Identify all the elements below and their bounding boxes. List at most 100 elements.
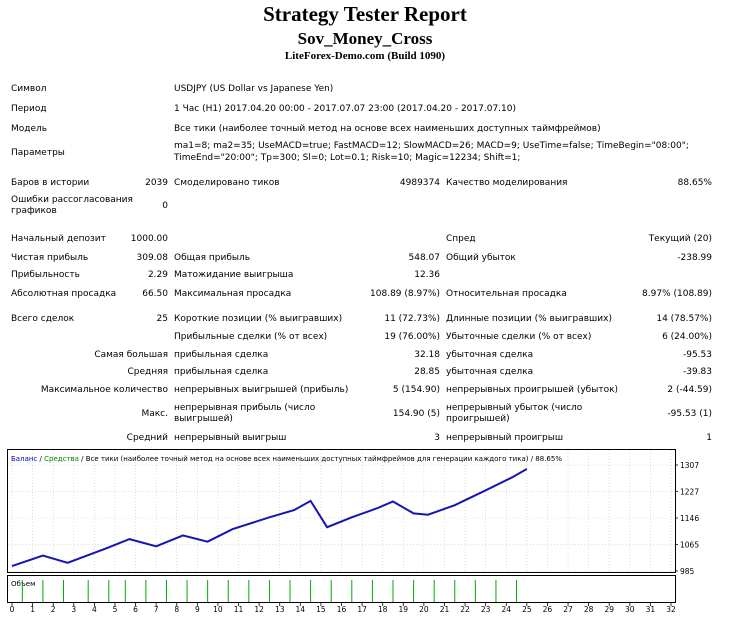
spread-label: Спред xyxy=(446,234,476,244)
x-tick-label: 6 xyxy=(133,605,138,613)
x-tick-label: 18 xyxy=(378,605,388,613)
y-tick-label: 1065 xyxy=(680,541,699,550)
abs-dd-value: 66.50 xyxy=(142,289,168,299)
x-tick-label: 2 xyxy=(51,605,56,613)
cons-wins-value: 5 (154.90) xyxy=(392,385,440,395)
loss-trades-label: Убыточные сделки (% от всех) xyxy=(446,332,592,342)
x-tick-label: 7 xyxy=(154,605,159,613)
cons-loss-label: непрерывный убыток (число проигрышей) xyxy=(446,403,583,424)
symbol-label: Символ xyxy=(11,84,47,94)
x-tick-labels: 0 1 2 3 4 5 6 7 8 9 10 11 12 13 14 15 16 17 18 19 20 21 22 23 24… xyxy=(10,605,676,613)
x-tick-label: 0 xyxy=(10,605,15,613)
avg-label: Средний xyxy=(126,433,168,443)
x-tick-label: 26 xyxy=(543,605,553,613)
x-tick-label: 11 xyxy=(234,605,244,613)
x-tick-label: 13 xyxy=(275,605,285,613)
chart-volume-frame xyxy=(7,575,676,603)
x-tick-label: 8 xyxy=(174,605,179,613)
x-tick-label: 21 xyxy=(440,605,450,613)
x-tick-label: 28 xyxy=(584,605,594,613)
symbol-value: USDJPY (US Dollar vs Japanese Yen) xyxy=(174,84,334,94)
x-tick-label: 19 xyxy=(399,605,409,613)
expected-label: Матожидание выигрыша xyxy=(174,270,294,280)
pf-label: Прибыльность xyxy=(11,270,80,280)
x-tick-label: 9 xyxy=(195,605,200,613)
x-tick-label: 16 xyxy=(337,605,347,613)
largest-loss-value: -95.53 xyxy=(682,350,712,360)
gross-profit-value: 548.07 xyxy=(408,253,441,263)
chart-grid xyxy=(8,450,678,606)
average-profit-label: прибыльная сделка xyxy=(174,367,269,377)
report-title: Strategy Tester Report xyxy=(263,2,467,26)
average-loss-label: убыточная сделка xyxy=(446,367,534,377)
x-tick-label: 1 xyxy=(30,605,35,613)
x-tick-label: 29 xyxy=(604,605,614,613)
cons-profit-value: 154.90 (5) xyxy=(392,409,440,419)
x-tick-label: 14 xyxy=(296,605,306,613)
rel-dd-label: Относительная просадка xyxy=(446,289,567,299)
max-label: Макс. xyxy=(141,409,168,419)
cons-losses-value: 2 (-44.59) xyxy=(667,385,712,395)
loss-trades-value: 6 (24.00%) xyxy=(662,332,712,342)
y-tick-label: 1146 xyxy=(680,514,699,523)
short-value: 11 (72.73%) xyxy=(384,314,440,324)
legend-balance: Баланс xyxy=(11,455,37,463)
net-label: Чистая прибыль xyxy=(11,253,89,263)
params-line1: ma1=8; ma2=35; UseMACD=true; FastMACD=12… xyxy=(174,141,689,151)
total-value: 25 xyxy=(156,314,168,324)
expected-value: 12.36 xyxy=(414,270,440,280)
chart-main-frame xyxy=(7,449,676,573)
short-label: Короткие позиции (% выигравших) xyxy=(174,314,343,324)
average-profit-value: 28.85 xyxy=(414,367,440,377)
x-tick-label: 17 xyxy=(357,605,367,613)
y-tick-label: 1307 xyxy=(680,461,699,470)
errors-label: Ошибки рассогласования графиков xyxy=(11,195,133,216)
largest-profit-label: прибыльная сделка xyxy=(174,350,269,360)
cons-wins-label: непрерывных выигрышей (прибыль) xyxy=(174,385,349,395)
ticks-label: Смоделировано тиков xyxy=(174,178,280,188)
volume-label: Объем xyxy=(11,580,35,588)
avg-losses-value: 1 xyxy=(706,433,712,443)
y-tick-label: 1227 xyxy=(680,487,699,496)
avg-losses-label: непрерывный проигрыш xyxy=(446,433,564,443)
max-dd-value: 108.89 (8.97%) xyxy=(370,289,440,299)
ticks-value: 4989374 xyxy=(399,178,440,188)
y-tick-label: 985 xyxy=(680,567,695,576)
largest-loss-label: убыточная сделка xyxy=(446,350,534,360)
x-tick-label: 22 xyxy=(460,605,470,613)
x-tick-label: 30 xyxy=(625,605,635,613)
net-value: 309.08 xyxy=(136,253,169,263)
x-tick-label: 12 xyxy=(254,605,264,613)
model-label: Модель xyxy=(11,124,48,134)
x-tick-label: 31 xyxy=(646,605,656,613)
profit-trades-label: Прибыльные сделки (% от всех) xyxy=(174,332,328,342)
avg-wins-value: 3 xyxy=(434,433,440,443)
model-value: Все тики (наиболее точный метод на основ… xyxy=(174,124,601,134)
rel-dd-value: 8.97% (108.89) xyxy=(642,289,712,299)
legend-sep: / xyxy=(37,455,44,463)
avg-wins-label: непрерывный выигрыш xyxy=(174,433,287,443)
cons-losses-label: непрерывных проигрышей (убыток) xyxy=(446,385,619,395)
x-tick-label: 32 xyxy=(666,605,676,613)
abs-dd-label: Абсолютная просадка xyxy=(11,289,117,299)
x-tick-label: 20 xyxy=(419,605,429,613)
x-tick-label: 23 xyxy=(481,605,491,613)
gross-loss-value: -238.99 xyxy=(677,253,712,263)
period-value: 1 Час (H1) 2017.04.20 00:00 - 2017.07.07… xyxy=(174,104,516,114)
quality-value: 88.65% xyxy=(677,178,712,188)
spread-value: Текущий (20) xyxy=(648,234,712,244)
expert-name: Sov_Money_Cross xyxy=(297,29,433,48)
long-value: 14 (78.57%) xyxy=(656,314,712,324)
deposit-value: 1000.00 xyxy=(130,234,168,244)
legend-rest: / Все тики (наиболее точный метод на осн… xyxy=(79,455,562,463)
bars-label: Баров в истории xyxy=(11,178,90,188)
profit-trades-value: 19 (76.00%) xyxy=(384,332,440,342)
pf-value: 2.29 xyxy=(147,270,168,280)
x-tick-label: 10 xyxy=(213,605,223,613)
x-tick-label: 5 xyxy=(113,605,118,613)
maxnum-label: Максимальное количество xyxy=(40,385,168,395)
quality-label: Качество моделирования xyxy=(446,178,568,188)
total-label: Всего сделок xyxy=(11,314,75,324)
largest-label: Самая большая xyxy=(94,350,168,360)
long-label: Длинные позиции (% выигравших) xyxy=(446,314,612,324)
